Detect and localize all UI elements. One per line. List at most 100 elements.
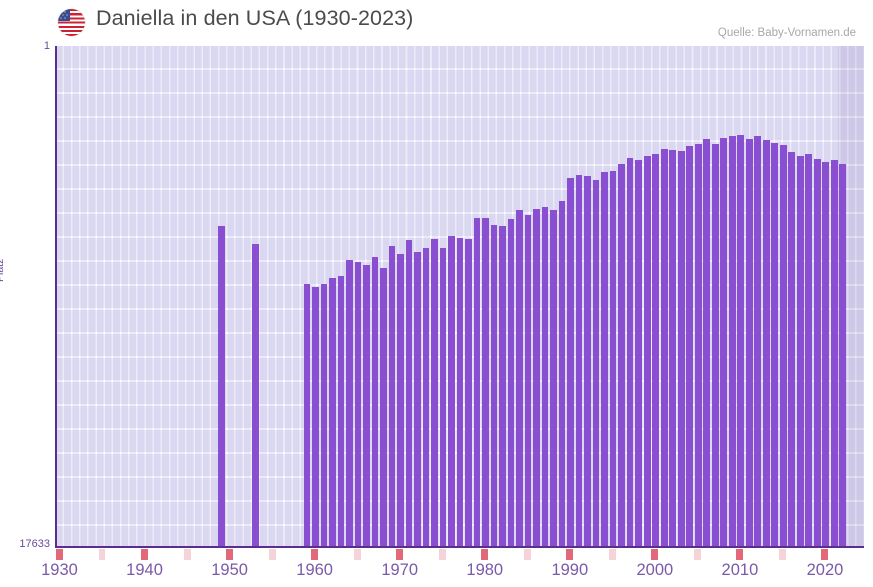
y-axis-tick-bottom: 17633 — [19, 538, 50, 550]
bar-1990[interactable] — [567, 178, 574, 546]
bar-1981[interactable] — [490, 225, 498, 546]
x-axis-tick-2010 — [736, 549, 744, 560]
bar-2015[interactable] — [779, 145, 787, 546]
x-axis-tick-2020 — [821, 549, 829, 560]
x-axis-tick-1975 — [438, 549, 446, 560]
bar-1968[interactable] — [380, 268, 387, 546]
x-axis-tick-1955 — [268, 549, 276, 560]
bar-1988[interactable] — [550, 210, 557, 546]
x-axis-tick-2000 — [651, 549, 659, 560]
bar-1960[interactable] — [312, 287, 319, 546]
bar-1995[interactable] — [609, 171, 617, 546]
bar-2007[interactable] — [711, 144, 719, 546]
bar-2017[interactable] — [796, 156, 804, 546]
x-axis-label-2010: 2010 — [721, 561, 759, 579]
bar-2000[interactable] — [652, 154, 660, 546]
bar-2008[interactable] — [720, 138, 728, 546]
bar-1982[interactable] — [499, 226, 506, 546]
bar-2010[interactable] — [737, 135, 745, 546]
bar-1999[interactable] — [643, 156, 651, 546]
bar-2012[interactable] — [754, 136, 762, 546]
bar-1977[interactable] — [456, 238, 464, 546]
bar-series — [56, 46, 864, 546]
bar-1984[interactable] — [516, 210, 523, 546]
bar-1979[interactable] — [473, 218, 481, 546]
x-axis-tick-1945 — [183, 549, 191, 560]
x-axis-tick-2005 — [693, 549, 701, 560]
bar-1998[interactable] — [635, 160, 642, 546]
bar-2021[interactable] — [830, 160, 838, 546]
x-axis-line — [55, 546, 864, 548]
x-axis-label-2020: 2020 — [806, 561, 844, 579]
bar-1983[interactable] — [507, 219, 515, 546]
x-axis-label-1960: 1960 — [296, 561, 333, 579]
x-axis-tick-1985 — [523, 549, 531, 560]
bar-1961[interactable] — [320, 284, 328, 546]
bar-1985[interactable] — [524, 215, 532, 546]
bar-2002[interactable] — [669, 150, 677, 546]
bar-1970[interactable] — [397, 254, 404, 546]
chart-plot-area — [55, 46, 864, 548]
bar-2014[interactable] — [771, 143, 779, 546]
bar-2011[interactable] — [745, 139, 753, 546]
bar-1980[interactable] — [482, 218, 489, 546]
x-axis-tick-1960 — [311, 549, 319, 560]
y-axis-tick-top: 1 — [43, 40, 50, 52]
bar-2019[interactable] — [813, 159, 821, 546]
x-axis-label-1980: 1980 — [466, 561, 504, 579]
bar-2013[interactable] — [762, 140, 770, 546]
bar-2003[interactable] — [677, 151, 685, 546]
bar-1971[interactable] — [405, 240, 413, 546]
bar-2005[interactable] — [694, 144, 702, 546]
bar-2004[interactable] — [686, 146, 694, 546]
bar-2020[interactable] — [822, 162, 830, 546]
x-axis-tick-1970 — [396, 549, 404, 560]
bar-1973[interactable] — [422, 248, 430, 546]
x-axis-label-1990: 1990 — [551, 561, 589, 579]
chart-header: Daniella in den USA (1930-2023) Quelle: … — [0, 0, 873, 42]
bar-1967[interactable] — [371, 257, 379, 546]
x-axis-tick-1995 — [608, 549, 616, 560]
bar-1997[interactable] — [626, 158, 634, 546]
bar-1959[interactable] — [303, 284, 311, 546]
x-axis-tick-1940 — [141, 549, 149, 560]
bar-2022[interactable] — [839, 164, 847, 546]
bar-1966[interactable] — [363, 265, 370, 546]
x-axis-label-1940: 1940 — [126, 561, 163, 579]
x-axis-tick-1965 — [353, 549, 361, 560]
bar-2016[interactable] — [788, 152, 796, 546]
bar-1993[interactable] — [592, 180, 600, 546]
bar-1972[interactable] — [414, 252, 421, 546]
bar-1994[interactable] — [601, 172, 608, 546]
bar-1976[interactable] — [448, 236, 455, 546]
x-axis-tick-2015 — [778, 549, 786, 560]
bar-2001[interactable] — [660, 149, 668, 546]
bar-1989[interactable] — [558, 201, 566, 546]
bar-2018[interactable] — [805, 154, 813, 546]
bar-1969[interactable] — [388, 246, 396, 546]
bar-1974[interactable] — [431, 239, 438, 546]
x-axis-label-1930: 1930 — [41, 561, 78, 579]
bar-1963[interactable] — [337, 276, 345, 546]
bar-1953[interactable] — [252, 244, 260, 546]
source-attribution: Quelle: Baby-Vornamen.de — [717, 27, 856, 39]
bar-1962[interactable] — [329, 278, 336, 546]
x-axis-tick-1930 — [56, 549, 63, 560]
bar-1992[interactable] — [584, 176, 591, 546]
flag-canton — [58, 9, 70, 21]
bar-1996[interactable] — [618, 164, 625, 546]
x-axis-tick-1980 — [481, 549, 489, 560]
bar-1965[interactable] — [354, 262, 362, 546]
bar-1987[interactable] — [541, 207, 549, 546]
x-axis-tick-1990 — [566, 549, 574, 560]
bar-1964[interactable] — [346, 260, 353, 546]
bar-1949[interactable] — [218, 226, 226, 546]
bar-2009[interactable] — [728, 136, 736, 546]
bar-1986[interactable] — [533, 209, 540, 546]
bar-2006[interactable] — [703, 139, 711, 546]
x-axis-label-1970: 1970 — [381, 561, 419, 579]
bar-1978[interactable] — [465, 239, 472, 546]
x-axis-label-1950: 1950 — [211, 561, 248, 579]
bar-1991[interactable] — [575, 175, 583, 546]
bar-1975[interactable] — [439, 248, 447, 546]
